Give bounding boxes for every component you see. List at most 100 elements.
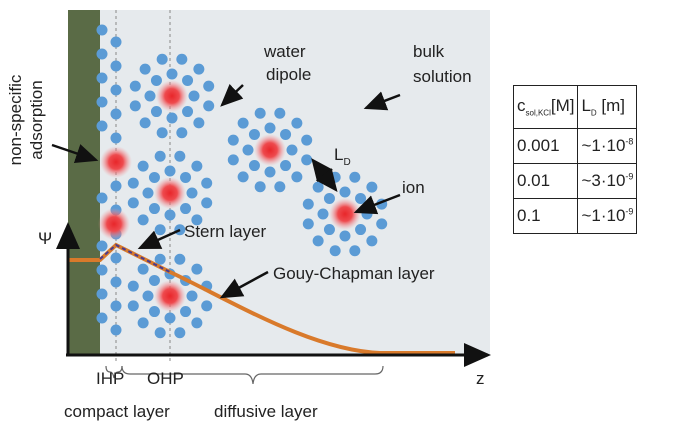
water-molecule xyxy=(366,181,378,193)
arrow xyxy=(363,91,401,111)
water-molecule xyxy=(110,60,122,72)
water-molecule xyxy=(242,144,254,156)
arrow xyxy=(51,143,99,164)
label: solution xyxy=(413,67,472,86)
water-molecule xyxy=(166,68,178,80)
table-row: 0.001 ~1·10-8 xyxy=(512,128,638,164)
water-molecule xyxy=(180,171,192,183)
braces xyxy=(105,365,384,385)
water-molecule xyxy=(203,80,215,92)
cell: 0.01 xyxy=(512,163,579,199)
water-molecule xyxy=(148,274,160,286)
table-header: csol,KCl[M] LD [m] xyxy=(512,85,638,129)
water-molecule xyxy=(110,108,122,120)
label: bulk xyxy=(413,42,445,61)
ion xyxy=(156,80,188,112)
water-molecule xyxy=(127,177,139,189)
arrow xyxy=(353,193,401,215)
water-molecule xyxy=(274,181,286,193)
cell-sub: D xyxy=(590,108,597,118)
table-row: 0.1 ~1·10-9 xyxy=(512,198,638,234)
water-molecule xyxy=(201,197,213,209)
water-molecule xyxy=(201,300,213,312)
cell-text: c xyxy=(517,96,526,116)
water-molecule xyxy=(264,122,276,134)
water-molecule xyxy=(180,306,192,318)
cell-text: L xyxy=(581,96,591,116)
water-molecule xyxy=(150,74,162,86)
water-molecule xyxy=(186,290,198,302)
water-molecule xyxy=(182,106,194,118)
water-molecule xyxy=(254,107,266,119)
water-molecule xyxy=(110,252,122,264)
water-molecule xyxy=(201,177,213,189)
ion xyxy=(254,134,286,166)
cell: 0.001 xyxy=(512,128,579,164)
header-cell: LD [m] xyxy=(577,85,638,129)
arrow xyxy=(220,83,244,107)
label: diffusive layer xyxy=(214,402,318,421)
water-molecule xyxy=(349,171,361,183)
water-molecule xyxy=(349,245,361,257)
electrode xyxy=(68,10,100,355)
potential-curve xyxy=(68,242,455,355)
water-molecule xyxy=(291,171,303,183)
water-molecule xyxy=(139,117,151,129)
water-molecule xyxy=(96,264,108,276)
water-molecule xyxy=(302,198,314,210)
water-molecule xyxy=(154,150,166,162)
label: Stern layer xyxy=(184,222,267,241)
water-molecule xyxy=(150,106,162,118)
cell-text: [m] xyxy=(596,96,626,116)
water-molecule xyxy=(280,160,292,172)
arrow xyxy=(137,228,181,250)
cell: ~1·10-9 xyxy=(577,198,638,234)
water-molecule xyxy=(274,107,286,119)
cell-text: [M] xyxy=(550,96,575,116)
water-molecule xyxy=(191,263,203,275)
cell-text: ~1·10 xyxy=(581,136,626,155)
water-molecule xyxy=(176,53,188,65)
water-molecule xyxy=(96,288,108,300)
label: IHP xyxy=(96,369,124,388)
label: Ψ xyxy=(38,229,52,248)
water-molecule xyxy=(144,90,156,102)
water-molecule xyxy=(291,117,303,129)
debye-table: csol,KCl[M] LD [m] 0.001 ~1·10-8 0.01 ~3·1… xyxy=(512,85,638,234)
cell-sup: -9 xyxy=(625,171,634,182)
arrow xyxy=(311,158,338,192)
water-molecule xyxy=(339,186,351,198)
water-molecule xyxy=(203,100,215,112)
water-molecule xyxy=(254,181,266,193)
label: Gouy-Chapman layer xyxy=(273,264,435,283)
water-molecule xyxy=(110,276,122,288)
label: z xyxy=(476,369,485,388)
water-molecule xyxy=(237,117,249,129)
water-molecule xyxy=(139,63,151,75)
water-molecule xyxy=(191,317,203,329)
water-molecule xyxy=(355,192,367,204)
water-molecule xyxy=(174,253,186,265)
water-molecule xyxy=(329,245,341,257)
label-sub: D xyxy=(343,157,350,168)
ion xyxy=(100,146,132,178)
water-molecule xyxy=(227,154,239,166)
cell-sub: sol,KCl xyxy=(525,108,551,118)
water-molecule xyxy=(129,100,141,112)
water-molecule xyxy=(248,160,260,172)
water-molecule xyxy=(176,127,188,139)
water-molecule xyxy=(96,96,108,108)
water-molecule xyxy=(323,192,335,204)
water-molecule xyxy=(180,203,192,215)
water-molecule xyxy=(154,253,166,265)
water-molecule xyxy=(96,24,108,36)
water-molecule xyxy=(329,171,341,183)
arrow xyxy=(219,270,269,299)
header-cell: csol,KCl[M] xyxy=(512,85,579,129)
water-molecule xyxy=(317,208,329,220)
water-molecule xyxy=(227,134,239,146)
water-molecule xyxy=(193,117,205,129)
cell: 0.1 xyxy=(512,198,579,234)
